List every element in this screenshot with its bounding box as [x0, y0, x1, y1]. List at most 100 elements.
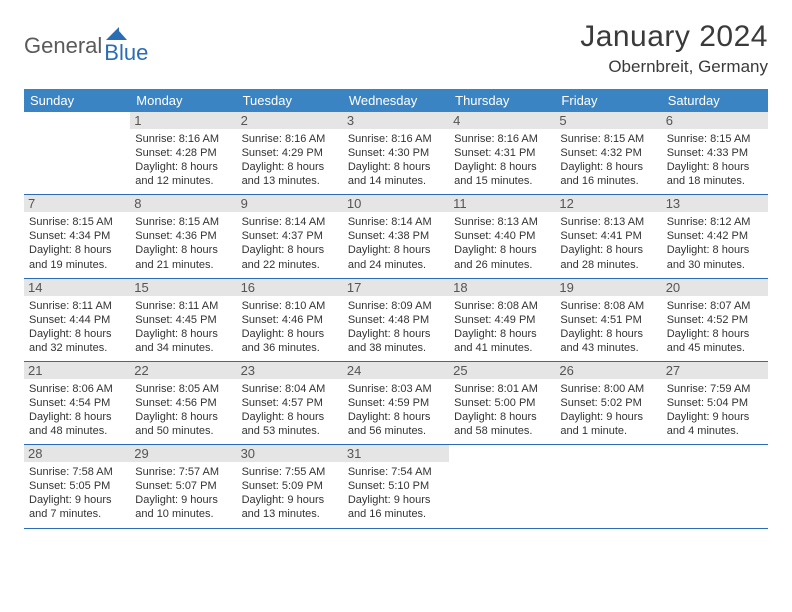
- sunset-text: Sunset: 4:44 PM: [29, 313, 125, 327]
- weekday-header: Friday: [555, 89, 661, 112]
- daylight-text: Daylight: 8 hours and 41 minutes.: [454, 327, 550, 355]
- sunrise-text: Sunrise: 8:16 AM: [348, 132, 444, 146]
- day-cell: 27 Sunrise: 7:59 AMSunset: 5:04 PMDayligh…: [662, 362, 768, 444]
- day-cell: 30Sunrise: 7:55 AMSunset: 5:09 PMDayligh…: [237, 445, 343, 527]
- calendar-week-row: 14Sunrise: 8:11 AMSunset: 4:44 PMDayligh…: [24, 279, 768, 362]
- day-cell: 23Sunrise: 8:04 AMSunset: 4:57 PMDayligh…: [237, 362, 343, 444]
- sunrise-text: Sunrise: 8:15 AM: [135, 215, 231, 229]
- daylight-text: Daylight: 8 hours and 19 minutes.: [29, 243, 125, 271]
- sunrise-text: Sunrise: 8:01 AM: [454, 382, 550, 396]
- sunrise-text: Sunrise: 8:06 AM: [29, 382, 125, 396]
- day-number: 24: [343, 362, 449, 379]
- day-info: Sunrise: 8:06 AMSunset: 4:54 PMDaylight:…: [29, 382, 125, 438]
- sunrise-text: Sunrise: 8:16 AM: [454, 132, 550, 146]
- sunrise-text: Sunrise: 7:59 AM: [667, 382, 763, 396]
- sunrise-text: Sunrise: 8:13 AM: [454, 215, 550, 229]
- sunset-text: Sunset: 4:57 PM: [242, 396, 338, 410]
- sunrise-text: Sunrise: 8:13 AM: [560, 215, 656, 229]
- day-number: 12: [555, 195, 661, 212]
- day-number: 22: [130, 362, 236, 379]
- day-number: 3: [343, 112, 449, 129]
- sunset-text: Sunset: 4:28 PM: [135, 146, 231, 160]
- sunset-text: Sunset: 4:48 PM: [348, 313, 444, 327]
- sunrise-text: Sunrise: 8:12 AM: [667, 215, 763, 229]
- calendar-week-row: 21Sunrise: 8:06 AMSunset: 4:54 PMDayligh…: [24, 362, 768, 445]
- day-cell: 20Sunrise: 8:07 AMSunset: 4:52 PMDayligh…: [662, 279, 768, 361]
- sunrise-text: Sunrise: 8:15 AM: [29, 215, 125, 229]
- day-cell: 5Sunrise: 8:15 AMSunset: 4:32 PMDaylight…: [555, 112, 661, 194]
- day-number: 29: [130, 445, 236, 462]
- sunset-text: Sunset: 5:05 PM: [29, 479, 125, 493]
- sunrise-text: Sunrise: 8:07 AM: [667, 299, 763, 313]
- day-info: Sunrise: 7:54 AMSunset: 5:10 PMDaylight:…: [348, 465, 444, 521]
- sunset-text: Sunset: 4:42 PM: [667, 229, 763, 243]
- day-info: Sunrise: 8:09 AMSunset: 4:48 PMDaylight:…: [348, 299, 444, 355]
- sunset-text: Sunset: 4:34 PM: [29, 229, 125, 243]
- calendar-body: 1Sunrise: 8:16 AMSunset: 4:28 PMDaylight…: [24, 112, 768, 529]
- daylight-text: Daylight: 9 hours and 4 minutes.: [667, 410, 763, 438]
- header: GeneralBlue January 2024 Obernbreit, Ger…: [24, 20, 768, 77]
- day-cell: 9 Sunrise: 8:14 AMSunset: 4:37 PMDaylight…: [237, 195, 343, 277]
- sunset-text: Sunset: 5:09 PM: [242, 479, 338, 493]
- day-info: Sunrise: 8:00 AMSunset: 5:02 PMDaylight:…: [560, 382, 656, 438]
- sunrise-text: Sunrise: 7:58 AM: [29, 465, 125, 479]
- sunrise-text: Sunrise: 8:10 AM: [242, 299, 338, 313]
- day-cell: [449, 445, 555, 527]
- day-cell: 31Sunrise: 7:54 AMSunset: 5:10 PMDayligh…: [343, 445, 449, 527]
- day-cell: 2Sunrise: 8:16 AMSunset: 4:29 PMDaylight…: [237, 112, 343, 194]
- day-number: 7: [24, 195, 130, 212]
- day-cell: 26Sunrise: 8:00 AMSunset: 5:02 PMDayligh…: [555, 362, 661, 444]
- day-info: Sunrise: 8:15 AMSunset: 4:32 PMDaylight:…: [560, 132, 656, 188]
- day-cell: 10Sunrise: 8:14 AMSunset: 4:38 PMDayligh…: [343, 195, 449, 277]
- sunrise-text: Sunrise: 8:15 AM: [667, 132, 763, 146]
- daylight-text: Daylight: 9 hours and 16 minutes.: [348, 493, 444, 521]
- day-number: 9: [237, 195, 343, 212]
- sunset-text: Sunset: 4:45 PM: [135, 313, 231, 327]
- day-cell: [24, 112, 130, 194]
- day-info: Sunrise: 8:05 AMSunset: 4:56 PMDaylight:…: [135, 382, 231, 438]
- sunset-text: Sunset: 4:37 PM: [242, 229, 338, 243]
- day-number: 4: [449, 112, 555, 129]
- sunset-text: Sunset: 4:54 PM: [29, 396, 125, 410]
- daylight-text: Daylight: 9 hours and 7 minutes.: [29, 493, 125, 521]
- day-cell: 6Sunrise: 8:15 AMSunset: 4:33 PMDaylight…: [662, 112, 768, 194]
- title-block: January 2024 Obernbreit, Germany: [580, 20, 768, 77]
- day-number: 2: [237, 112, 343, 129]
- day-info: Sunrise: 8:14 AMSunset: 4:37 PMDaylight:…: [242, 215, 338, 271]
- daylight-text: Daylight: 8 hours and 28 minutes.: [560, 243, 656, 271]
- day-info: Sunrise: 8:13 AMSunset: 4:40 PMDaylight:…: [454, 215, 550, 271]
- weekday-header-row: Sunday Monday Tuesday Wednesday Thursday…: [24, 89, 768, 112]
- day-number: 27: [662, 362, 768, 379]
- day-cell: 16 Sunrise: 8:10 AMSunset: 4:46 PMDayligh…: [237, 279, 343, 361]
- calendar-week-row: 7Sunrise: 8:15 AMSunset: 4:34 PMDaylight…: [24, 195, 768, 278]
- weekday-header: Wednesday: [343, 89, 449, 112]
- day-info: Sunrise: 8:10 AMSunset: 4:46 PMDaylight:…: [242, 299, 338, 355]
- day-cell: 4Sunrise: 8:16 AMSunset: 4:31 PMDaylight…: [449, 112, 555, 194]
- sunrise-text: Sunrise: 8:09 AM: [348, 299, 444, 313]
- daylight-text: Daylight: 8 hours and 34 minutes.: [135, 327, 231, 355]
- daylight-text: Daylight: 8 hours and 24 minutes.: [348, 243, 444, 271]
- day-info: Sunrise: 7:58 AMSunset: 5:05 PMDaylight:…: [29, 465, 125, 521]
- day-number: 25: [449, 362, 555, 379]
- day-cell: 22 Sunrise: 8:05 AMSunset: 4:56 PMDayligh…: [130, 362, 236, 444]
- day-info: Sunrise: 8:11 AMSunset: 4:44 PMDaylight:…: [29, 299, 125, 355]
- day-number: 16: [237, 279, 343, 296]
- day-info: Sunrise: 8:14 AMSunset: 4:38 PMDaylight:…: [348, 215, 444, 271]
- sunset-text: Sunset: 5:07 PM: [135, 479, 231, 493]
- sunrise-text: Sunrise: 8:11 AM: [135, 299, 231, 313]
- sunset-text: Sunset: 5:10 PM: [348, 479, 444, 493]
- day-info: Sunrise: 8:04 AMSunset: 4:57 PMDaylight:…: [242, 382, 338, 438]
- day-cell: 28Sunrise: 7:58 AMSunset: 5:05 PMDayligh…: [24, 445, 130, 527]
- day-info: Sunrise: 7:55 AMSunset: 5:09 PMDaylight:…: [242, 465, 338, 521]
- sunrise-text: Sunrise: 8:08 AM: [560, 299, 656, 313]
- sunrise-text: Sunrise: 8:04 AM: [242, 382, 338, 396]
- sunset-text: Sunset: 4:32 PM: [560, 146, 656, 160]
- daylight-text: Daylight: 8 hours and 14 minutes.: [348, 160, 444, 188]
- daylight-text: Daylight: 8 hours and 16 minutes.: [560, 160, 656, 188]
- sunset-text: Sunset: 4:31 PM: [454, 146, 550, 160]
- weekday-header: Thursday: [449, 89, 555, 112]
- daylight-text: Daylight: 9 hours and 13 minutes.: [242, 493, 338, 521]
- sunrise-text: Sunrise: 8:16 AM: [242, 132, 338, 146]
- sunset-text: Sunset: 5:04 PM: [667, 396, 763, 410]
- day-cell: 14Sunrise: 8:11 AMSunset: 4:44 PMDayligh…: [24, 279, 130, 361]
